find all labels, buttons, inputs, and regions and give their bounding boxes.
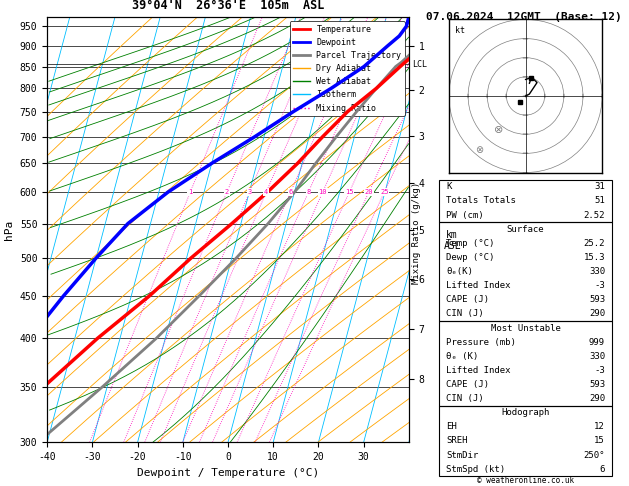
Text: 250°: 250° [584,451,605,460]
Text: CAPE (J): CAPE (J) [446,380,489,389]
Text: 3: 3 [247,189,252,195]
Text: CAPE (J): CAPE (J) [446,295,489,304]
Text: StmSpd (kt): StmSpd (kt) [446,465,505,474]
Text: LCL: LCL [413,60,428,69]
Text: 593: 593 [589,295,605,304]
Text: Most Unstable: Most Unstable [491,324,560,332]
Text: 330: 330 [589,267,605,276]
Text: Hodograph: Hodograph [501,408,550,417]
Text: θₑ (K): θₑ (K) [446,352,478,361]
X-axis label: Dewpoint / Temperature (°C): Dewpoint / Temperature (°C) [137,468,319,478]
Text: 15: 15 [594,436,605,446]
Text: CIN (J): CIN (J) [446,310,484,318]
Text: SREH: SREH [446,436,467,446]
Text: 6: 6 [599,465,605,474]
Text: Pressure (mb): Pressure (mb) [446,338,516,347]
Text: 07.06.2024  12GMT  (Base: 12): 07.06.2024 12GMT (Base: 12) [426,12,622,22]
Text: 12: 12 [594,422,605,432]
Text: Dewp (°C): Dewp (°C) [446,253,494,262]
Text: © weatheronline.co.uk: © weatheronline.co.uk [477,475,574,485]
Bar [439,222,612,321]
Text: CIN (J): CIN (J) [446,394,484,403]
Text: 4: 4 [264,189,269,195]
Text: -3: -3 [594,281,605,290]
Text: StmDir: StmDir [446,451,478,460]
Text: 1: 1 [188,189,192,195]
Text: kt: kt [455,26,465,35]
Text: 25: 25 [380,189,389,195]
Text: 593: 593 [589,380,605,389]
Text: 2.52: 2.52 [584,210,605,220]
Text: 999: 999 [589,338,605,347]
Text: ⊗: ⊗ [494,125,503,136]
Text: PW (cm): PW (cm) [446,210,484,220]
Text: 51: 51 [594,196,605,206]
Text: θₑ(K): θₑ(K) [446,267,473,276]
Text: 290: 290 [589,310,605,318]
Text: 10: 10 [318,189,327,195]
Y-axis label: hPa: hPa [4,220,14,240]
Title: 39°04'N  26°36'E  105m  ASL: 39°04'N 26°36'E 105m ASL [132,0,324,12]
Text: 25.2: 25.2 [584,239,605,248]
Text: Mixing Ratio (g/kg): Mixing Ratio (g/kg) [412,182,421,284]
Text: 20: 20 [365,189,373,195]
Text: Surface: Surface [507,225,544,234]
Legend: Temperature, Dewpoint, Parcel Trajectory, Dry Adiabat, Wet Adiabat, Isotherm, Mi: Temperature, Dewpoint, Parcel Trajectory… [290,21,404,116]
Text: 2: 2 [225,189,229,195]
Bar [439,406,612,476]
Bar [439,180,612,222]
Text: 31: 31 [594,182,605,191]
Text: Temp (°C): Temp (°C) [446,239,494,248]
Text: 330: 330 [589,352,605,361]
Text: Totals Totals: Totals Totals [446,196,516,206]
Text: EH: EH [446,422,457,432]
Text: 15: 15 [345,189,353,195]
Text: Lifted Index: Lifted Index [446,366,511,375]
Text: 15.3: 15.3 [584,253,605,262]
Text: K: K [446,182,452,191]
Text: ⊗: ⊗ [476,144,484,155]
Text: Lifted Index: Lifted Index [446,281,511,290]
Text: 8: 8 [306,189,311,195]
Bar [439,321,612,406]
Text: 290: 290 [589,394,605,403]
Text: -3: -3 [594,366,605,375]
Y-axis label: km
ASL: km ASL [443,230,461,251]
Text: 6: 6 [288,189,292,195]
